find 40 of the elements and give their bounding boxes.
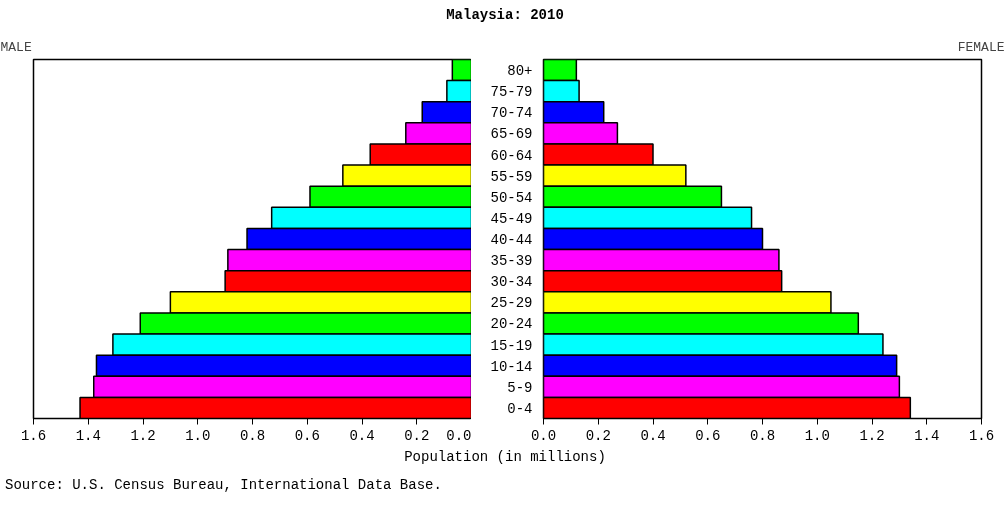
text: Malaysia: 2010 xyxy=(446,6,564,25)
y-tick-label: 55-59 xyxy=(490,168,533,185)
y-tick-label: 50-54 xyxy=(490,189,533,206)
x-tick-label: 0.8 xyxy=(239,427,266,444)
x-tick-label: 0.2 xyxy=(404,427,430,444)
y-tick-label: 80+ xyxy=(507,63,533,80)
y-tick-label: 60-64 xyxy=(490,147,533,164)
x-tick-label: 1.0 xyxy=(804,427,830,444)
x-tick-label: 1.0 xyxy=(185,427,211,444)
y-tick-label: 65-69 xyxy=(490,126,533,143)
x-tick-label: 0.0 xyxy=(446,427,472,444)
x-tick-label: 0.6 xyxy=(695,427,721,444)
y-tick-label: 45-49 xyxy=(490,210,533,227)
x-tick-label: 0.4 xyxy=(640,427,666,444)
source-note: Source: U.S. Census Bureau, International Data Base. xyxy=(5,476,442,495)
y-tick-label: 40-44 xyxy=(490,232,533,248)
x-tick-label: 0.0 xyxy=(530,427,557,444)
y-tick-label: 70-74 xyxy=(490,105,533,122)
x-tick-label: 1.6 xyxy=(20,427,47,444)
x-tick-label: 0.2 xyxy=(585,427,611,444)
chart-subtitle: MALE xyxy=(0,39,32,55)
chart-subtitle: FEMALE xyxy=(957,39,1005,55)
y-tick-label: 25-29 xyxy=(490,295,533,312)
x-axis-title: Population (in millions) xyxy=(404,448,606,467)
x-tick-label: 1.4 xyxy=(914,427,940,444)
y-tick-label: 20-24 xyxy=(490,316,533,333)
x-tick-label: 1.2 xyxy=(859,427,885,444)
y-tick-label: 75-79 xyxy=(490,84,533,101)
y-tick-label: 5-9 xyxy=(507,379,533,396)
x-tick-label: 0.8 xyxy=(749,427,776,444)
x-tick-label: 0.4 xyxy=(349,427,375,444)
x-tick-label: 0.6 xyxy=(294,427,320,444)
y-tick-label: 35-39 xyxy=(490,253,533,270)
y-tick-label: 30-34 xyxy=(490,274,533,291)
x-tick-label: 1.6 xyxy=(968,427,995,444)
x-tick-label: 1.4 xyxy=(75,427,101,444)
y-tick-label: 10-14 xyxy=(490,358,533,375)
x-tick-label: 1.2 xyxy=(130,427,156,444)
y-tick-label: 15-19 xyxy=(490,337,533,354)
y-tick-label: 0-4 xyxy=(507,400,533,417)
